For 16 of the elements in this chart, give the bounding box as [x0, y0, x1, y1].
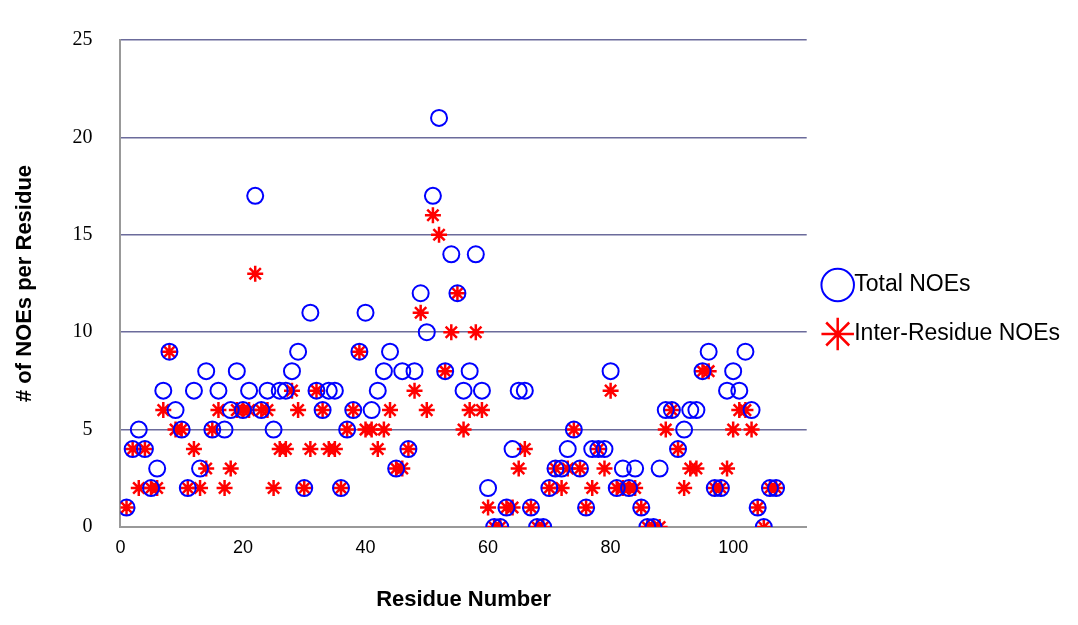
x-tick-label: 80 — [600, 536, 621, 557]
x-tick-label: 60 — [478, 536, 499, 557]
legend-label: Inter-Residue NOEs — [854, 319, 1061, 346]
y-tick-label: 20 — [72, 124, 93, 147]
y-tick-label: 15 — [72, 222, 93, 245]
legend-label: Total NOEs — [854, 270, 971, 297]
y-axis-title: # of NOEs per Residue — [11, 164, 37, 403]
y-tick-label: 0 — [82, 514, 93, 537]
x-axis-title: Residue Number — [376, 585, 552, 611]
y-tick-label: 10 — [72, 319, 93, 342]
y-tick-label: 5 — [82, 416, 93, 439]
x-tick-label: 100 — [718, 536, 749, 557]
y-tick-label: 25 — [72, 27, 93, 50]
x-tick-label: 40 — [355, 536, 376, 557]
x-tick-label: 20 — [232, 536, 253, 557]
x-tick-label: 0 — [115, 536, 126, 557]
